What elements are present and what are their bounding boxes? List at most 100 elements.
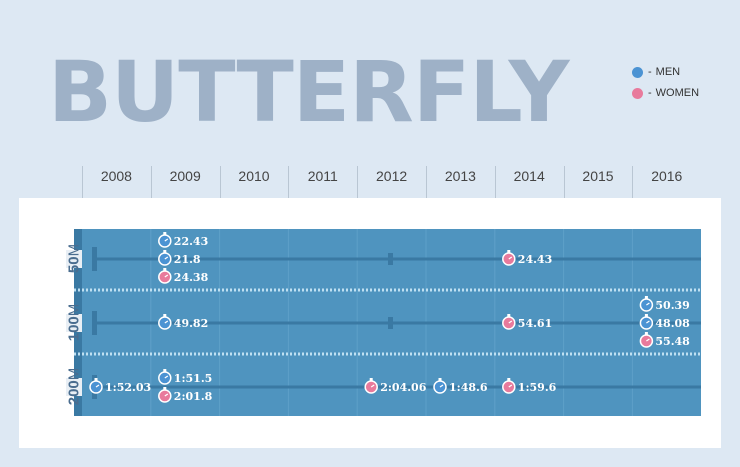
- stopwatch-crown-icon: [94, 378, 98, 381]
- men-point: 49.82: [158, 314, 208, 330]
- year-tick-label: 2010: [238, 168, 270, 184]
- year-tick-label: 2008: [100, 168, 132, 184]
- stopwatch-hand-icon: [164, 274, 169, 278]
- stopwatch-crown-icon: [369, 378, 373, 381]
- year-tick-label: 2016: [651, 168, 683, 184]
- women-point: 54.61: [502, 314, 552, 330]
- stopwatch-crown-icon: [163, 250, 167, 253]
- starting-block: [66, 250, 82, 268]
- women-point: 2:04.06: [364, 378, 427, 394]
- year-tick-label: 2009: [169, 168, 201, 184]
- stopwatch-crown-icon: [163, 314, 167, 317]
- stopwatch-crown-icon: [163, 232, 167, 235]
- year-separator: [288, 166, 290, 198]
- stopwatch-hand-icon: [508, 256, 513, 260]
- men-point: 50.39: [639, 296, 690, 312]
- time-label: 1:51.5: [174, 372, 213, 385]
- time-label: 2:01.8: [174, 390, 213, 403]
- time-label: 2:04.06: [380, 381, 427, 394]
- stopwatch-hand-icon: [164, 256, 169, 260]
- stopwatch-crown-icon: [644, 314, 648, 317]
- men-dot-icon: [632, 66, 643, 78]
- stopwatch-hand-icon: [646, 320, 650, 324]
- year-separator: [426, 166, 427, 198]
- time-label: 22.43: [174, 235, 208, 248]
- stopwatch-hand-icon: [164, 320, 169, 324]
- year-separator: [82, 166, 83, 198]
- year-separator: [632, 166, 634, 198]
- stopwatch-hand-icon: [164, 238, 169, 242]
- time-label: 48.08: [655, 317, 690, 330]
- legend-dash: -: [648, 87, 652, 99]
- women-point: 24.38: [158, 268, 209, 284]
- event-distance: 100: [65, 316, 83, 342]
- event-unit: M: [65, 367, 83, 381]
- year-axis: 2008 2009 2010 2011 2012 2013 2014 2015 2016: [0, 160, 740, 200]
- stopwatch-hand-icon: [164, 393, 169, 397]
- time-label: 21.8: [174, 253, 201, 266]
- event-label: 100M: [66, 293, 83, 353]
- year-separator: [150, 166, 152, 198]
- stopwatch-crown-icon: [507, 314, 511, 317]
- stopwatch-crown-icon: [507, 378, 511, 381]
- men-point: 1:52.03: [89, 378, 151, 394]
- women-point: 55.48: [639, 332, 690, 348]
- pool-plot: 22.43 21.8 24.38 49.82 50.39 48.08 55.48 1:52.0…: [66, 229, 701, 416]
- men-point: 48.08: [639, 314, 690, 330]
- women-point: 2:01.8: [158, 387, 213, 403]
- starting-block: [66, 314, 82, 332]
- time-label: 24.43: [518, 253, 552, 266]
- event-distance: 50: [65, 256, 83, 274]
- event-label: 200M: [66, 357, 83, 417]
- year-tick-label: 2013: [444, 168, 476, 184]
- time-label: 50.39: [655, 299, 689, 312]
- stopwatch-hand-icon: [646, 338, 650, 342]
- legend-label-men: MEN: [655, 66, 681, 78]
- men-point: 21.8: [158, 250, 201, 266]
- women-dot-icon: [632, 87, 643, 99]
- stopwatch-crown-icon: [644, 332, 648, 335]
- stopwatch-crown-icon: [163, 387, 167, 390]
- stopwatch-hand-icon: [508, 320, 513, 324]
- event-unit: M: [65, 243, 83, 257]
- lane-mid-mark: [388, 317, 393, 329]
- lane-t-mark: [92, 247, 97, 271]
- chart-title: BUTTERFLY: [48, 43, 569, 141]
- legend-item-men: - MEN: [632, 66, 680, 78]
- legend-item-women: - WOMEN: [632, 87, 699, 99]
- stopwatch-hand-icon: [439, 384, 444, 388]
- lane-mid-mark: [388, 253, 393, 265]
- legend-dash: -: [648, 66, 652, 78]
- time-label: 1:48.6: [449, 381, 488, 394]
- stopwatch-crown-icon: [163, 369, 167, 372]
- year-separator: [563, 166, 565, 198]
- stopwatch-hand-icon: [164, 375, 169, 379]
- year-separator: [494, 166, 496, 198]
- year-separator: [357, 166, 359, 198]
- stopwatch-hand-icon: [95, 384, 100, 388]
- lane-t-mark: [92, 311, 97, 335]
- stopwatch-hand-icon: [370, 384, 375, 388]
- year-separator: [219, 166, 221, 198]
- time-label: 1:52.03: [105, 381, 151, 394]
- time-label: 1:59.6: [518, 381, 557, 394]
- women-point: 1:59.6: [502, 378, 557, 394]
- stopwatch-crown-icon: [507, 250, 511, 253]
- men-point: 1:48.6: [433, 378, 488, 394]
- event-label: 50M: [66, 229, 83, 289]
- men-point: 22.43: [158, 232, 208, 248]
- starting-block: [66, 378, 82, 396]
- time-label: 49.82: [174, 317, 208, 330]
- women-point: 24.43: [502, 250, 552, 266]
- year-tick-label: 2012: [376, 168, 408, 184]
- men-point: 1:51.5: [158, 369, 213, 385]
- year-tick-label: 2014: [513, 168, 545, 184]
- time-label: 54.61: [518, 317, 552, 330]
- chart-panel: 22.43 21.8 24.38 49.82 50.39 48.08 55.48 1:52.0…: [19, 198, 721, 448]
- time-label: 55.48: [655, 335, 690, 348]
- event-unit: M: [65, 303, 83, 317]
- stopwatch-crown-icon: [163, 268, 167, 271]
- event-distance: 200: [65, 380, 83, 406]
- legend-label-women: WOMEN: [655, 87, 700, 99]
- year-tick-label: 2011: [307, 168, 338, 184]
